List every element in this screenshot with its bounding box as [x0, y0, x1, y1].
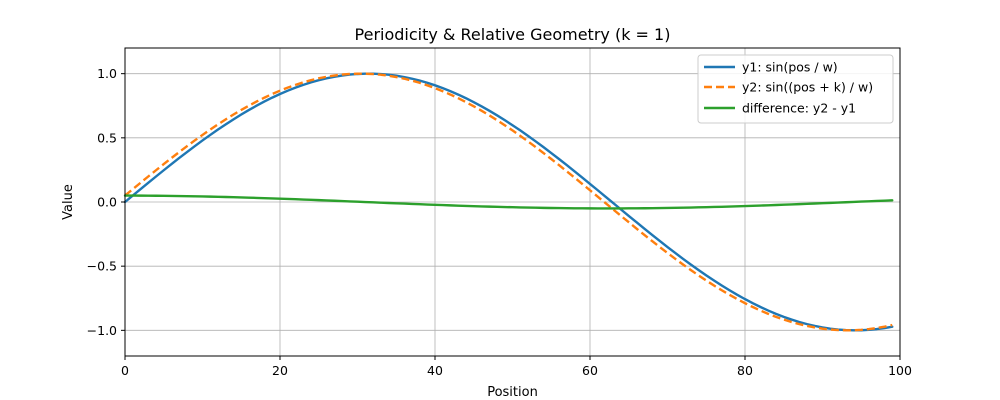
- x-tick-label: 20: [272, 363, 288, 378]
- legend: y1: sin(pos / w) y2: sin((pos + k) / w) …: [697, 54, 894, 124]
- x-axis-label: Position: [487, 385, 538, 400]
- y-tick-label: −1.0: [87, 323, 117, 338]
- y-tick-label: 1.0: [97, 66, 117, 81]
- series-line-difference: [123, 194, 894, 210]
- series-line-y1: [123, 72, 894, 332]
- series-line-y2: [124, 72, 893, 332]
- ticks-layer: 0 20 40 60 80 100 −1.0 −0.5 0.0 0.5 1.0: [87, 66, 912, 378]
- x-tick-label: 80: [737, 363, 753, 378]
- legend-label-y1: y1: sin(pos / w): [742, 60, 838, 75]
- x-tick-label: 60: [582, 363, 598, 378]
- x-tick-label: 40: [427, 363, 443, 378]
- legend-label-difference: difference: y2 - y1: [742, 101, 856, 116]
- legend-frame: [697, 54, 894, 124]
- y-tick-label: 0.5: [97, 130, 117, 145]
- x-tick-label: 0: [121, 363, 129, 378]
- x-tick-label: 100: [888, 363, 912, 378]
- legend-label-y2: y2: sin((pos + k) / w): [742, 80, 873, 95]
- y-tick-label: −0.5: [87, 259, 117, 274]
- series-layer: [123, 72, 894, 332]
- y-tick-label: 0.0: [97, 195, 117, 210]
- y-axis-label: Value: [61, 184, 76, 220]
- chart-title: Periodicity & Relative Geometry (k = 1): [355, 25, 671, 44]
